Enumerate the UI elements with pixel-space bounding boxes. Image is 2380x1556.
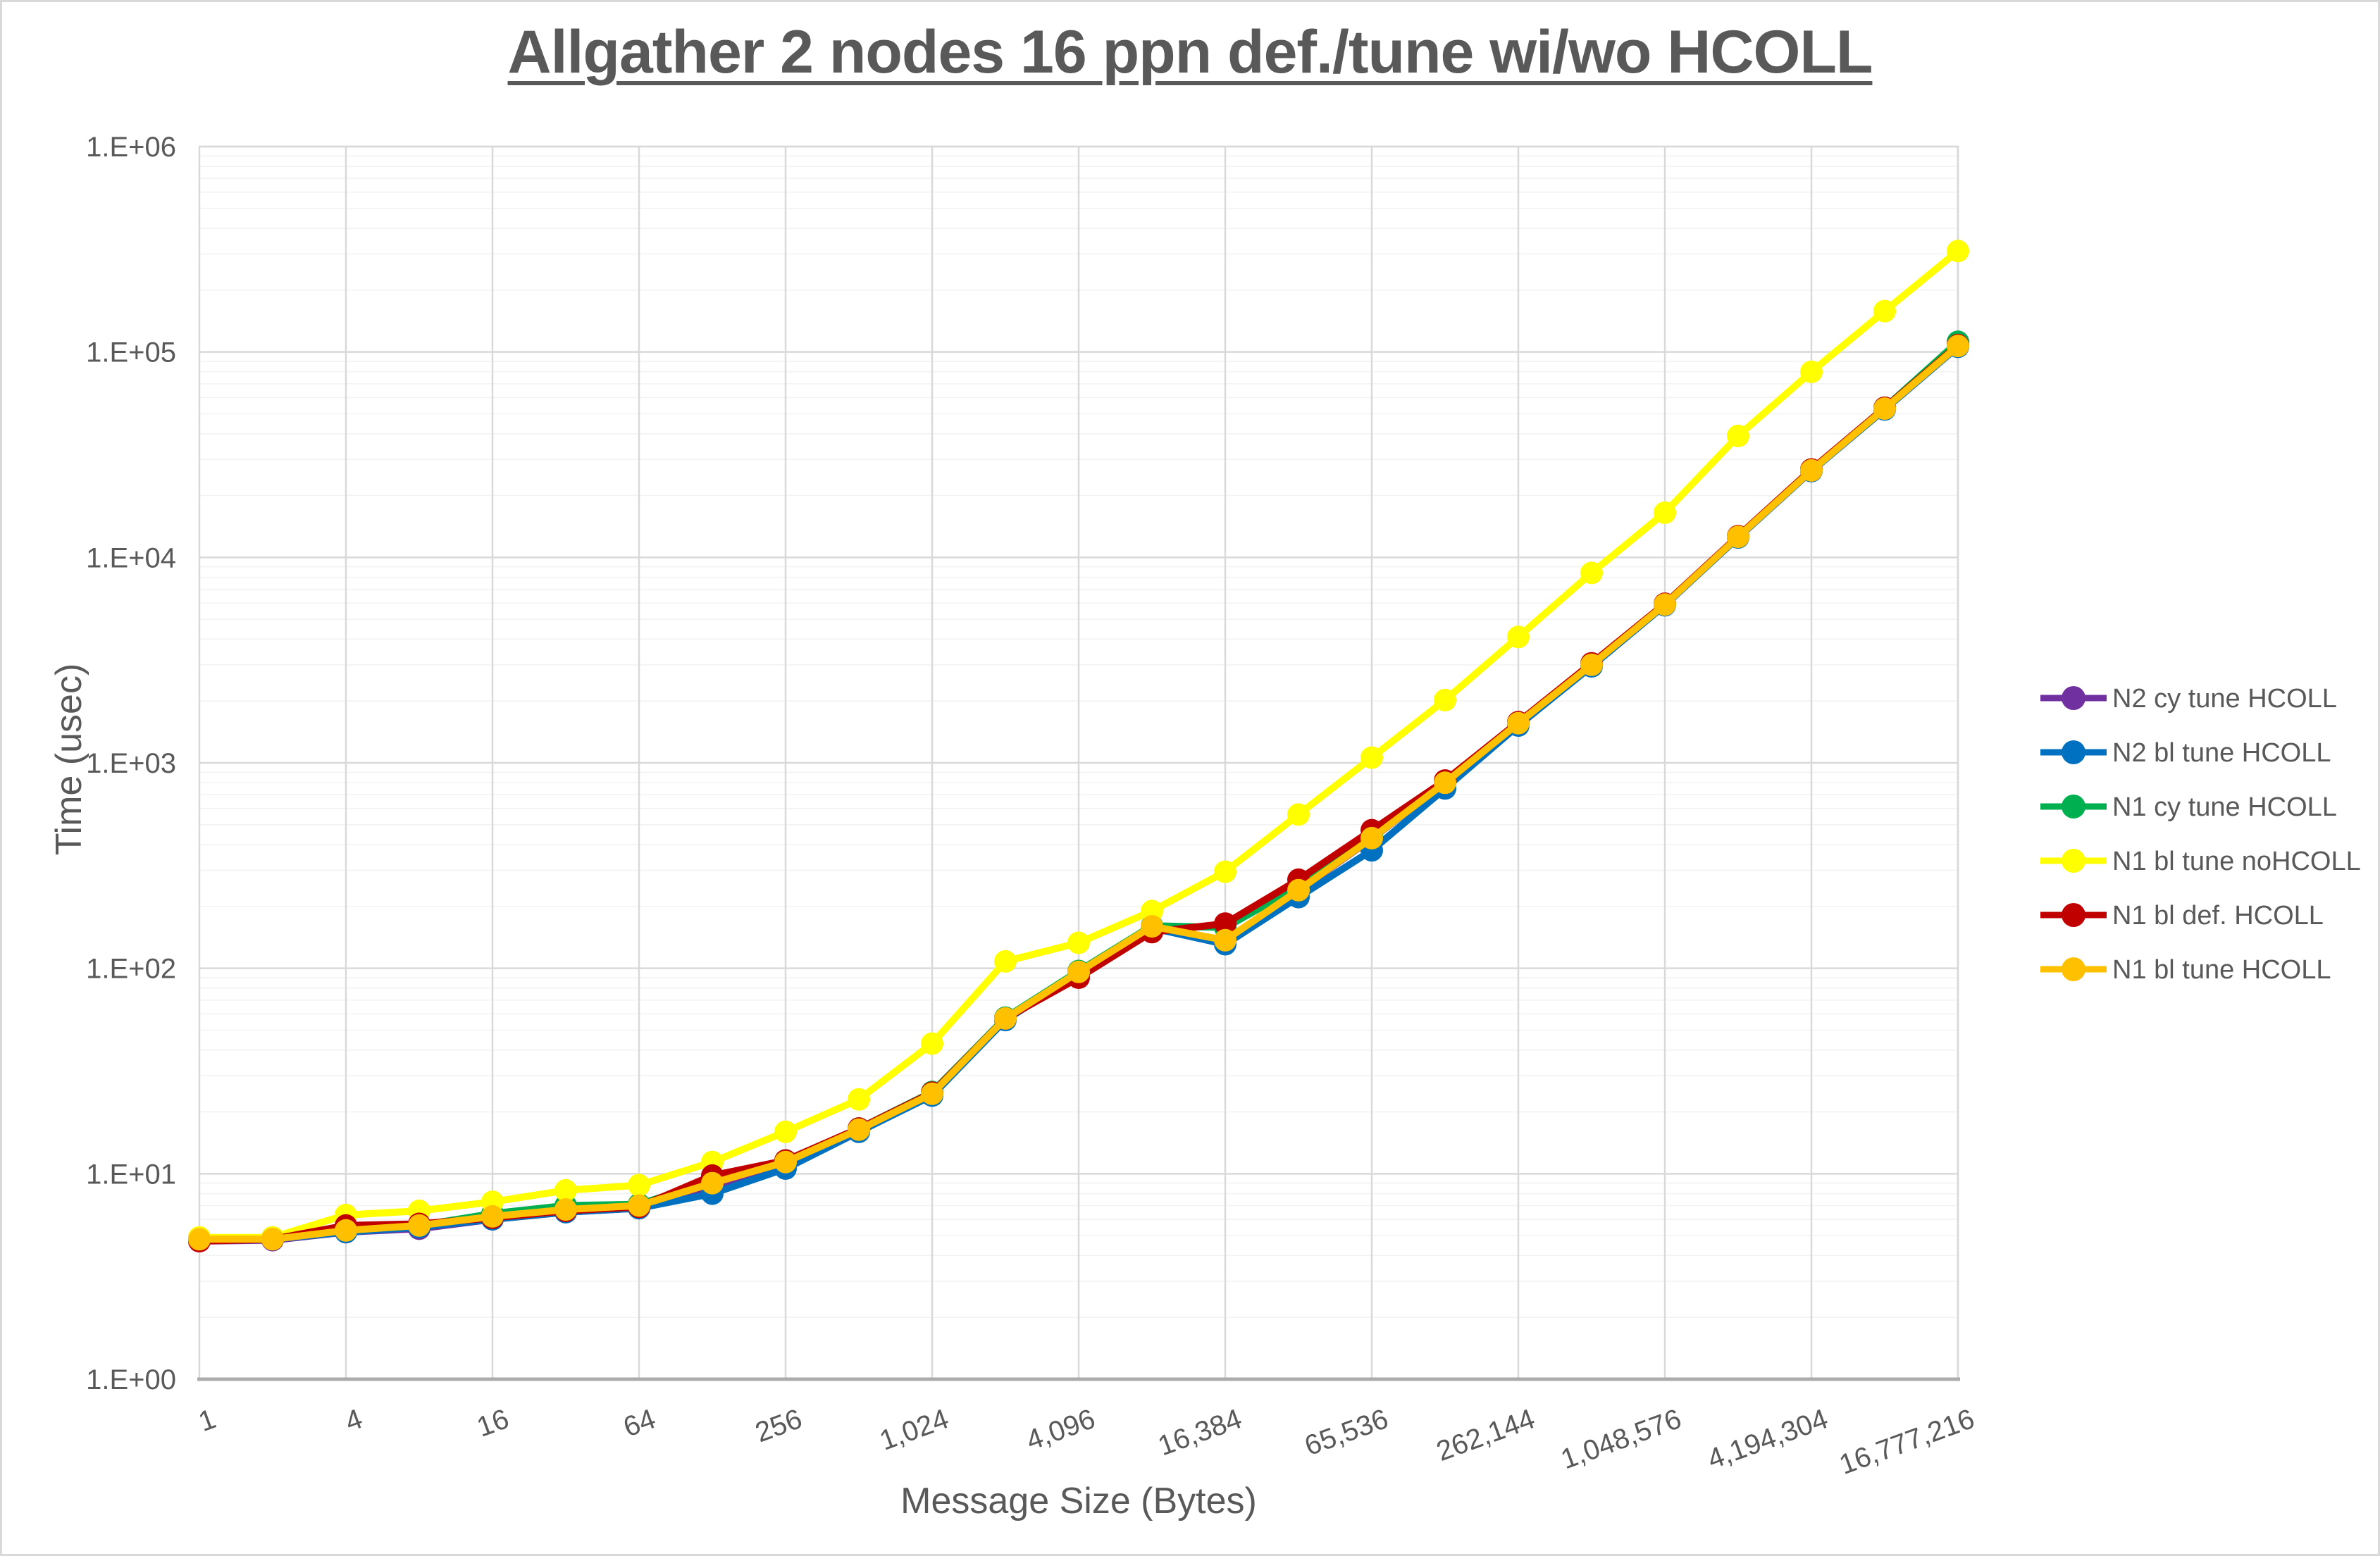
x-tick-label: 16,384 — [1154, 1403, 1246, 1462]
data-point-n1-bl-tune-nohcoll — [1580, 561, 1603, 585]
data-point-n1-bl-def-hcoll — [1214, 912, 1237, 935]
x-tick-label: 1,048,576 — [1557, 1403, 1685, 1475]
data-point-n1-bl-tune-hcoll — [481, 1205, 504, 1228]
data-point-n1-bl-tune-hcoll — [848, 1118, 870, 1141]
legend-label: N1 bl tune noHCOLL — [2112, 847, 2361, 876]
data-point-n1-bl-tune-hcoll — [1067, 960, 1090, 983]
data-point-n1-bl-tune-nohcoll — [1800, 360, 1823, 383]
data-point-n1-bl-tune-nohcoll — [1654, 501, 1676, 524]
legend-label: N1 bl def. HCOLL — [2112, 901, 2324, 931]
data-point-n1-bl-tune-nohcoll — [1214, 860, 1237, 883]
legend-item-n2-bl-tune-hcoll: N2 bl tune HCOLL — [2040, 738, 2331, 768]
data-point-n1-bl-tune-hcoll — [1800, 459, 1823, 482]
legend-point-marker-n1-cy-tune-hcoll — [2062, 795, 2085, 819]
data-point-n1-bl-tune-hcoll — [1507, 711, 1530, 735]
data-point-n1-bl-tune-nohcoll — [1434, 688, 1456, 711]
data-point-n1-bl-tune-hcoll — [994, 1007, 1017, 1030]
legend-point-marker-n2-bl-tune-hcoll — [2062, 740, 2085, 764]
data-point-n1-bl-tune-hcoll — [921, 1082, 943, 1105]
data-point-n1-bl-tune-hcoll — [188, 1228, 211, 1251]
data-point-n1-bl-tune-hcoll — [1873, 397, 1896, 421]
data-point-n1-bl-tune-nohcoll — [921, 1032, 943, 1055]
x-tick-label: 65,536 — [1301, 1403, 1392, 1462]
legend-item-n1-bl-def-hcoll: N1 bl def. HCOLL — [2040, 901, 2324, 931]
data-point-n1-bl-tune-nohcoll — [628, 1174, 650, 1197]
data-point-n1-bl-tune-hcoll — [701, 1171, 724, 1195]
data-point-n1-bl-tune-nohcoll — [1507, 625, 1530, 649]
y-tick-label: 1.E+00 — [86, 1364, 176, 1395]
data-point-n1-bl-tune-nohcoll — [994, 950, 1017, 973]
x-tick-label: 64 — [619, 1403, 659, 1443]
x-tick-label: 16 — [473, 1403, 513, 1443]
data-point-n1-bl-tune-hcoll — [1580, 653, 1603, 676]
data-point-n1-bl-tune-hcoll — [1434, 771, 1456, 795]
legend-item-n2-cy-tune-hcoll: N2 cy tune HCOLL — [2040, 684, 2337, 714]
legend-point-marker-n1-bl-tune-nohcoll — [2062, 849, 2085, 873]
data-point-n1-bl-tune-nohcoll — [1287, 803, 1310, 826]
data-point-n1-bl-tune-hcoll — [1361, 826, 1383, 849]
data-point-n1-bl-tune-hcoll — [554, 1198, 577, 1221]
x-tick-label: 4,194,304 — [1704, 1403, 1832, 1475]
legend-label: N2 bl tune HCOLL — [2112, 738, 2331, 768]
x-tick-label: 1,024 — [876, 1403, 953, 1457]
legend-label: N1 bl tune HCOLL — [2112, 955, 2331, 985]
legend-item-n1-bl-tune-hcoll: N1 bl tune HCOLL — [2040, 955, 2331, 985]
data-point-n1-bl-tune-nohcoll — [1947, 239, 1969, 263]
data-point-n1-bl-tune-nohcoll — [1361, 746, 1383, 769]
data-point-n1-bl-tune-hcoll — [261, 1228, 284, 1251]
data-point-n1-bl-tune-hcoll — [1727, 525, 1749, 549]
legend-point-marker-n1-bl-def-hcoll — [2062, 903, 2085, 927]
data-point-n1-bl-tune-nohcoll — [554, 1178, 577, 1202]
data-point-n1-bl-tune-nohcoll — [1067, 931, 1090, 954]
data-point-n1-bl-tune-hcoll — [1141, 915, 1163, 938]
data-point-n1-bl-tune-hcoll — [1654, 593, 1676, 616]
x-tick-label: 256 — [751, 1403, 806, 1448]
data-point-n1-bl-tune-nohcoll — [774, 1120, 797, 1143]
data-point-n1-bl-tune-nohcoll — [1873, 299, 1896, 323]
chart-title: Allgather 2 nodes 16 ppn def./tune wi/wo… — [507, 18, 1873, 86]
data-point-n1-bl-tune-hcoll — [408, 1214, 430, 1237]
legend-item-n1-bl-tune-nohcoll: N1 bl tune noHCOLL — [2040, 847, 2361, 876]
y-tick-label: 1.E+05 — [86, 337, 176, 368]
y-tick-label: 1.E+04 — [86, 542, 176, 573]
legend-point-marker-n2-cy-tune-hcoll — [2062, 686, 2085, 710]
x-tick-label: 4 — [341, 1403, 366, 1438]
data-point-n1-bl-tune-hcoll — [1214, 928, 1237, 952]
data-point-n1-bl-tune-hcoll — [774, 1150, 797, 1174]
y-tick-label: 1.E+02 — [86, 954, 176, 985]
data-point-n1-bl-tune-hcoll — [335, 1219, 357, 1242]
data-point-n1-bl-tune-hcoll — [628, 1194, 650, 1217]
legend-item-n1-cy-tune-hcoll: N1 cy tune HCOLL — [2040, 792, 2337, 822]
data-point-n1-bl-tune-nohcoll — [1727, 424, 1749, 447]
data-point-n1-bl-tune-hcoll — [1287, 878, 1310, 902]
legend-label: N1 cy tune HCOLL — [2112, 792, 2337, 822]
x-tick-label: 4,096 — [1022, 1403, 1099, 1457]
series-n1-bl-tune-hcoll — [188, 335, 1969, 1251]
y-tick-label: 1.E+06 — [86, 132, 176, 163]
legend-label: N2 cy tune HCOLL — [2112, 684, 2337, 714]
y-tick-label: 1.E+03 — [86, 748, 176, 779]
legend-point-marker-n1-bl-tune-hcoll — [2062, 957, 2085, 981]
y-tick-label: 1.E+01 — [86, 1159, 176, 1190]
data-point-n1-bl-tune-nohcoll — [848, 1088, 870, 1111]
x-tick-label: 16,777,216 — [1835, 1403, 1978, 1481]
x-axis-title: Message Size (Bytes) — [900, 1481, 1257, 1521]
x-tick-label: 262,144 — [1432, 1403, 1539, 1467]
x-tick-label: 1 — [194, 1403, 220, 1438]
data-point-n1-bl-tune-hcoll — [1947, 335, 1969, 358]
legend: N2 cy tune HCOLL N2 bl tune HCOLL N1 cy tu… — [2040, 684, 2361, 985]
